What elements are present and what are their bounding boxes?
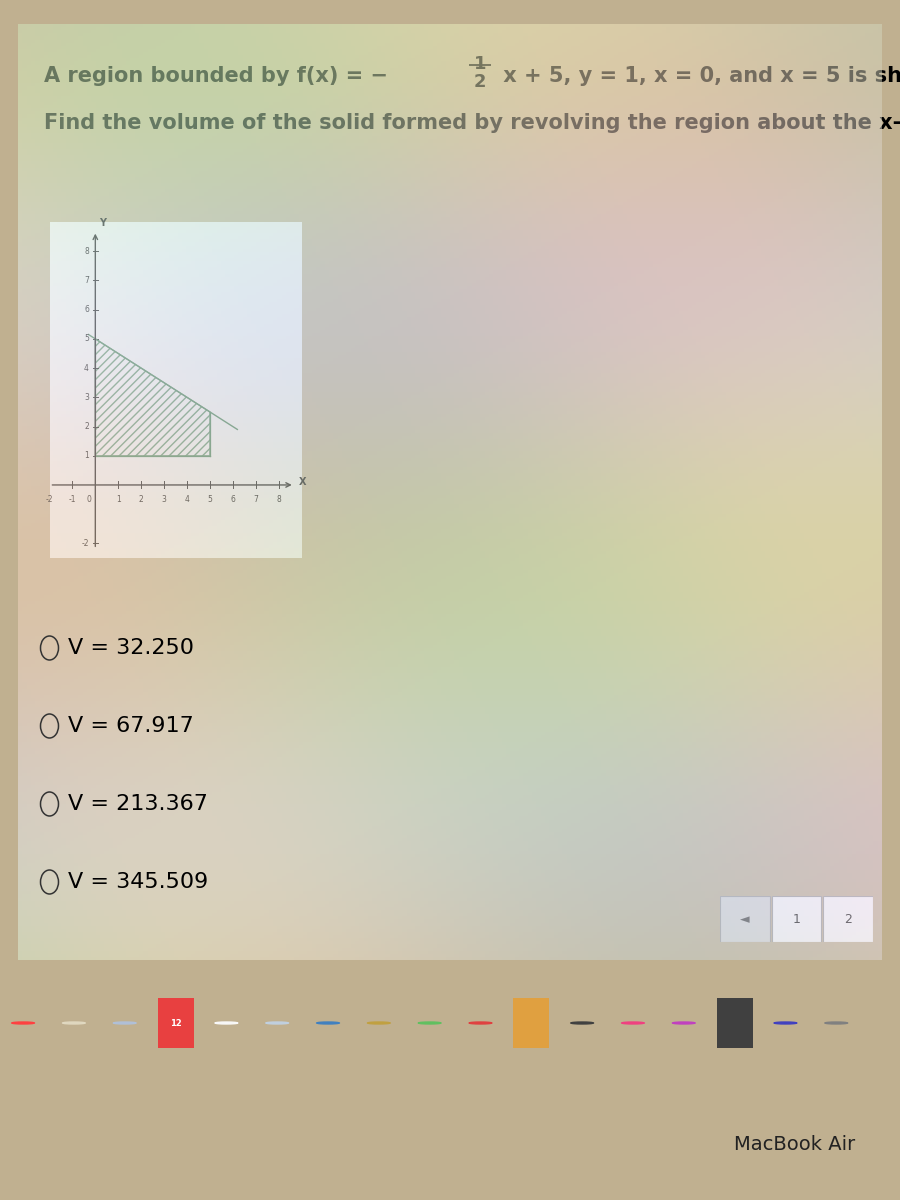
Text: 4: 4 — [184, 496, 189, 504]
Bar — [513, 998, 549, 1048]
Text: 8: 8 — [276, 496, 281, 504]
Bar — [716, 998, 752, 1048]
Circle shape — [266, 1022, 289, 1024]
Text: -2: -2 — [81, 539, 89, 548]
Text: A region bounded by f(x) = −: A region bounded by f(x) = − — [44, 66, 388, 86]
Text: 7: 7 — [253, 496, 258, 504]
Bar — [720, 896, 770, 942]
Circle shape — [571, 1022, 593, 1024]
Text: 0: 0 — [86, 496, 91, 504]
Text: 1: 1 — [116, 496, 121, 504]
Text: 2: 2 — [139, 496, 143, 504]
Text: 6: 6 — [84, 305, 89, 314]
Text: 6: 6 — [230, 496, 235, 504]
Circle shape — [317, 1022, 339, 1024]
Text: 1: 1 — [85, 451, 89, 461]
Text: 1: 1 — [793, 913, 800, 925]
Circle shape — [63, 1022, 86, 1024]
Circle shape — [215, 1022, 238, 1024]
Bar — [772, 896, 821, 942]
Text: 8: 8 — [85, 247, 89, 256]
Circle shape — [672, 1022, 695, 1024]
Text: 2: 2 — [85, 422, 89, 431]
Text: 12: 12 — [170, 1019, 182, 1027]
Text: 4: 4 — [84, 364, 89, 372]
Text: 1: 1 — [474, 55, 487, 73]
Circle shape — [774, 1022, 796, 1024]
Text: 3: 3 — [162, 496, 166, 504]
Text: V = 345.509: V = 345.509 — [68, 872, 208, 892]
Circle shape — [418, 1022, 441, 1024]
Text: V = 213.367: V = 213.367 — [68, 794, 207, 814]
Bar — [823, 896, 873, 942]
Text: V = 67.917: V = 67.917 — [68, 716, 194, 736]
Bar — [158, 998, 194, 1048]
Text: 3: 3 — [84, 392, 89, 402]
Circle shape — [113, 1022, 136, 1024]
Text: MacBook Air: MacBook Air — [734, 1135, 855, 1154]
Text: Y: Y — [99, 218, 106, 228]
Text: 5: 5 — [84, 335, 89, 343]
Circle shape — [825, 1022, 848, 1024]
Text: 5: 5 — [207, 496, 212, 504]
Circle shape — [469, 1022, 491, 1024]
Text: 2: 2 — [474, 73, 487, 91]
Circle shape — [622, 1022, 644, 1024]
Text: 7: 7 — [84, 276, 89, 284]
Circle shape — [12, 1022, 34, 1024]
Text: -2: -2 — [46, 496, 53, 504]
Text: ◄: ◄ — [741, 913, 750, 925]
Text: x + 5, y = 1, x = 0, and x = 5 is shown below.: x + 5, y = 1, x = 0, and x = 5 is shown … — [496, 66, 900, 86]
Text: Find the volume of the solid formed by revolving the region about the x-axis.: Find the volume of the solid formed by r… — [44, 113, 900, 133]
Text: 2: 2 — [844, 913, 851, 925]
Text: V = 32.250: V = 32.250 — [68, 638, 194, 658]
Text: X: X — [299, 478, 307, 487]
Circle shape — [367, 1022, 391, 1024]
Text: -1: -1 — [68, 496, 76, 504]
